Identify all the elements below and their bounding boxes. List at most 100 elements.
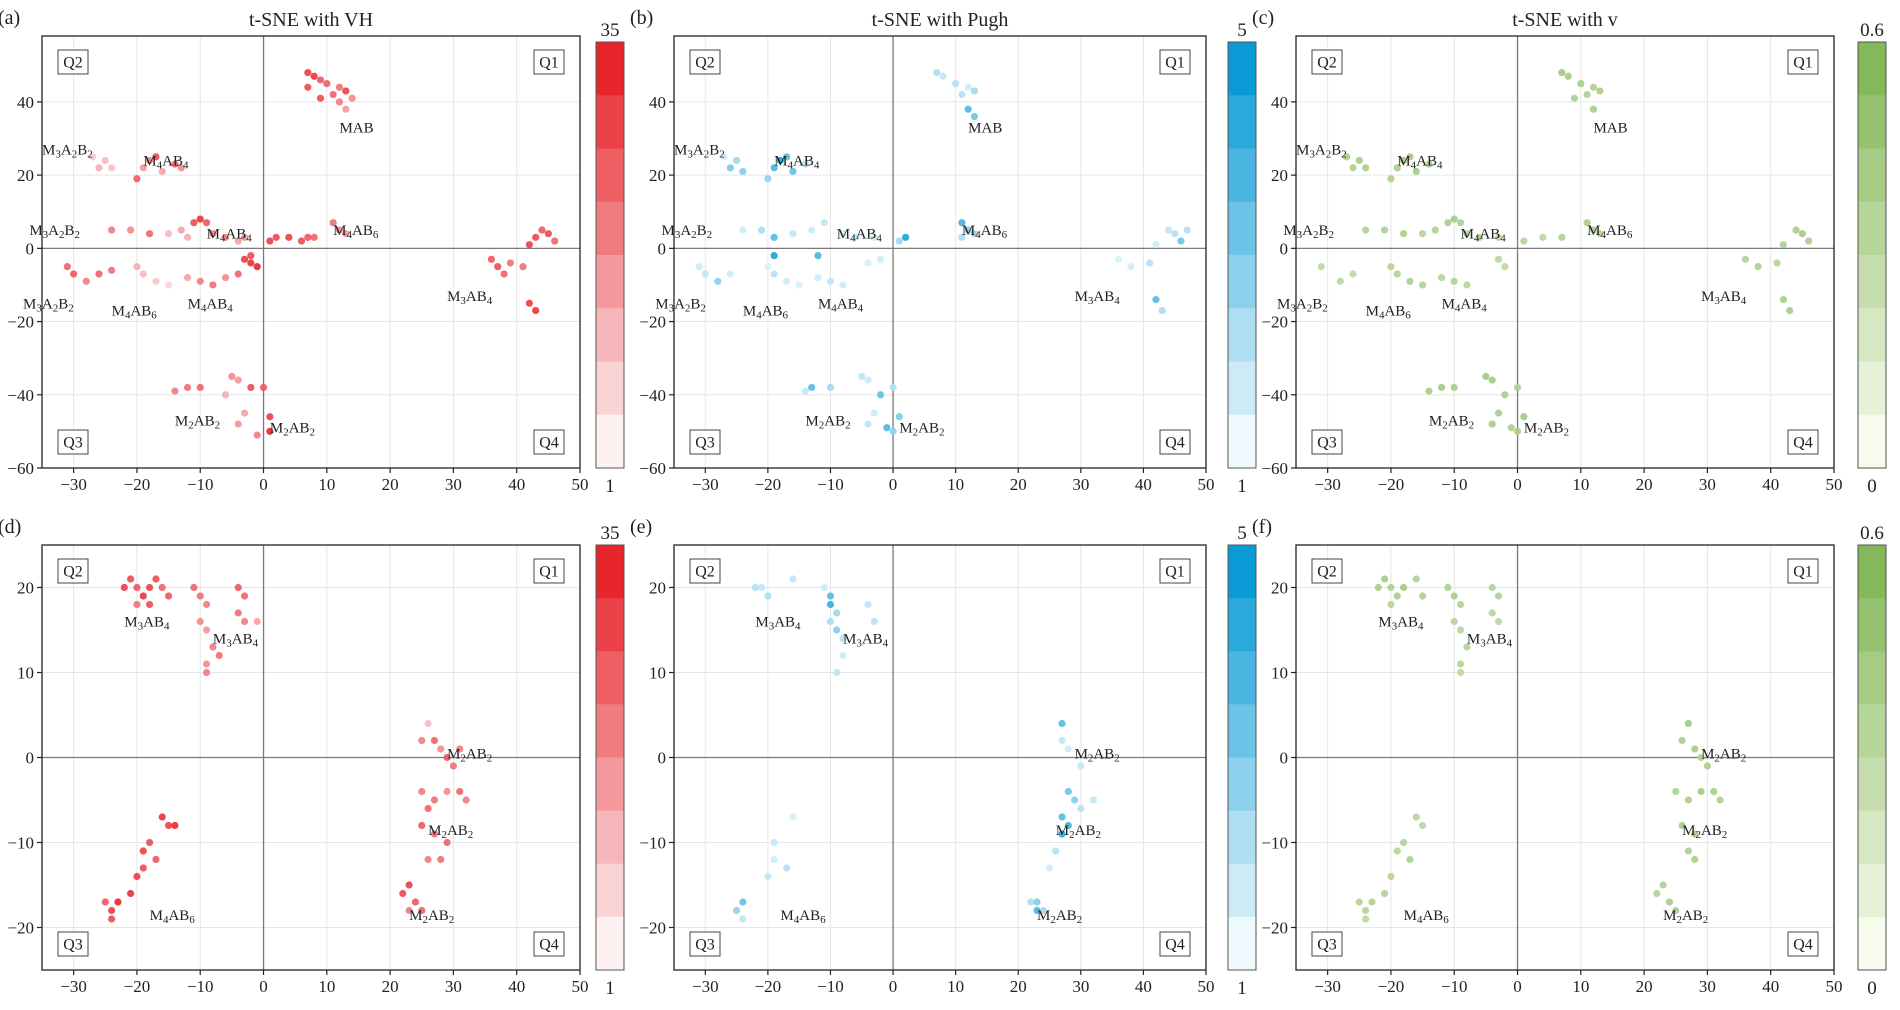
colorbar-max-label: 35 xyxy=(601,20,620,41)
data-point xyxy=(1171,230,1179,238)
cluster-label: M4AB4 xyxy=(1442,296,1488,314)
data-point xyxy=(820,583,828,592)
cluster-label: M3AB4 xyxy=(1075,289,1121,307)
data-point xyxy=(1045,864,1054,872)
cluster-label: M2AB2 xyxy=(1663,908,1708,926)
colorbar-step xyxy=(1858,148,1886,203)
data-point xyxy=(266,427,274,435)
y-tick-label: −10 xyxy=(1261,834,1288,853)
quadrant-box-q4 xyxy=(1159,931,1191,957)
data-point xyxy=(424,719,432,728)
data-point xyxy=(1355,898,1363,906)
cluster-label: M4AB4 xyxy=(1461,227,1507,245)
colorbar-step xyxy=(1228,810,1256,865)
data-point xyxy=(443,753,451,762)
data-point xyxy=(970,230,979,238)
x-tick-label: −30 xyxy=(60,475,87,494)
colorbar-step xyxy=(1858,201,1886,256)
y-tick-label: 0 xyxy=(26,749,35,768)
panel-d: −30 −20 −10 0 10 20 30 40 50 −20 −10 0 10 20 (d) Q1 Q2 Q3… xyxy=(0,516,625,999)
data-point xyxy=(820,219,828,227)
y-tick-label: 40 xyxy=(649,93,666,112)
data-point xyxy=(964,105,972,113)
quadrant-box-q2 xyxy=(1311,558,1343,584)
data-point xyxy=(1653,889,1661,898)
x-tick-label: −30 xyxy=(1314,977,1341,996)
cluster-label: M3AB4 xyxy=(1467,632,1513,650)
data-point xyxy=(1456,600,1465,609)
data-point xyxy=(1475,233,1484,241)
data-point xyxy=(1355,156,1363,165)
x-tick-label: 10 xyxy=(318,977,335,996)
x-tick-label: 30 xyxy=(1072,475,1089,494)
data-point xyxy=(795,281,803,289)
colorbar-frame xyxy=(1857,41,1887,469)
data-point xyxy=(833,668,841,677)
data-point xyxy=(1418,821,1427,830)
data-point xyxy=(864,600,872,609)
data-point xyxy=(758,583,766,592)
x-tick-label: 20 xyxy=(382,475,399,494)
quadrant-label: Q2 xyxy=(63,564,83,581)
data-point xyxy=(329,219,337,227)
data-point xyxy=(139,847,147,855)
quadrant-box-q4 xyxy=(533,429,565,455)
data-point xyxy=(1798,230,1806,238)
data-point xyxy=(1507,424,1515,432)
data-point xyxy=(1501,391,1509,399)
data-point xyxy=(108,164,116,172)
quadrant-box-q4 xyxy=(1159,429,1191,455)
cluster-label: M4AB6 xyxy=(1404,908,1450,926)
y-tick-label: −20 xyxy=(1261,313,1288,332)
data-point xyxy=(789,230,797,238)
data-point xyxy=(152,153,160,161)
data-point xyxy=(783,153,791,161)
data-point xyxy=(876,391,885,399)
data-point xyxy=(158,813,166,821)
quadrant-label: Q3 xyxy=(1317,937,1337,954)
data-point xyxy=(776,156,785,165)
colorbar-min-label: 1 xyxy=(605,978,615,999)
x-tick-label: 20 xyxy=(1636,977,1653,996)
data-point xyxy=(139,164,147,172)
y-tick-label: 0 xyxy=(26,239,35,258)
data-point xyxy=(310,233,318,241)
quadrant-box-q1 xyxy=(1787,49,1819,75)
y-tick-label: 20 xyxy=(649,579,666,598)
cluster-label: M3A2B2 xyxy=(1283,223,1334,241)
x-tick-label: −20 xyxy=(755,977,782,996)
quadrant-box-q1 xyxy=(1159,49,1191,75)
x-tick-label: −10 xyxy=(1441,475,1468,494)
x-tick-label: 30 xyxy=(1699,475,1716,494)
data-point xyxy=(883,424,891,432)
data-point xyxy=(1089,796,1097,804)
quadrant-label: Q1 xyxy=(1793,55,1813,72)
colorbar-max-label: 5 xyxy=(1237,523,1247,544)
quadrant-label: Q3 xyxy=(695,937,715,954)
colorbar-step xyxy=(596,255,624,309)
x-tick-label: 50 xyxy=(572,475,589,494)
data-point xyxy=(1805,237,1813,245)
data-point xyxy=(839,651,847,660)
data-point xyxy=(1177,237,1185,245)
data-point xyxy=(304,69,312,77)
data-point xyxy=(1362,906,1370,915)
quadrant-label: Q4 xyxy=(1165,435,1185,452)
data-point xyxy=(889,383,897,392)
data-point xyxy=(127,226,135,234)
data-point xyxy=(1406,153,1414,161)
data-point xyxy=(739,226,747,234)
data-point xyxy=(1418,230,1427,238)
panel-label: (e) xyxy=(630,516,652,538)
data-point xyxy=(783,277,791,285)
colorbar-step xyxy=(1228,148,1256,203)
data-point xyxy=(171,160,179,168)
colorbar-step xyxy=(596,414,624,469)
panel-label: (d) xyxy=(0,516,21,538)
data-point xyxy=(1444,219,1452,227)
x-tick-label: 30 xyxy=(1072,977,1089,996)
data-point xyxy=(1393,847,1401,855)
data-point xyxy=(164,821,173,830)
data-point xyxy=(133,263,141,271)
data-point xyxy=(95,164,103,172)
